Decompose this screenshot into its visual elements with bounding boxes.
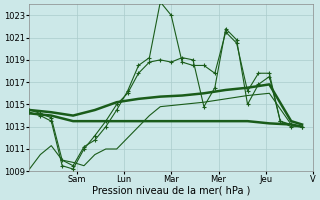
X-axis label: Pression niveau de la mer( hPa ): Pression niveau de la mer( hPa ) xyxy=(92,186,250,196)
